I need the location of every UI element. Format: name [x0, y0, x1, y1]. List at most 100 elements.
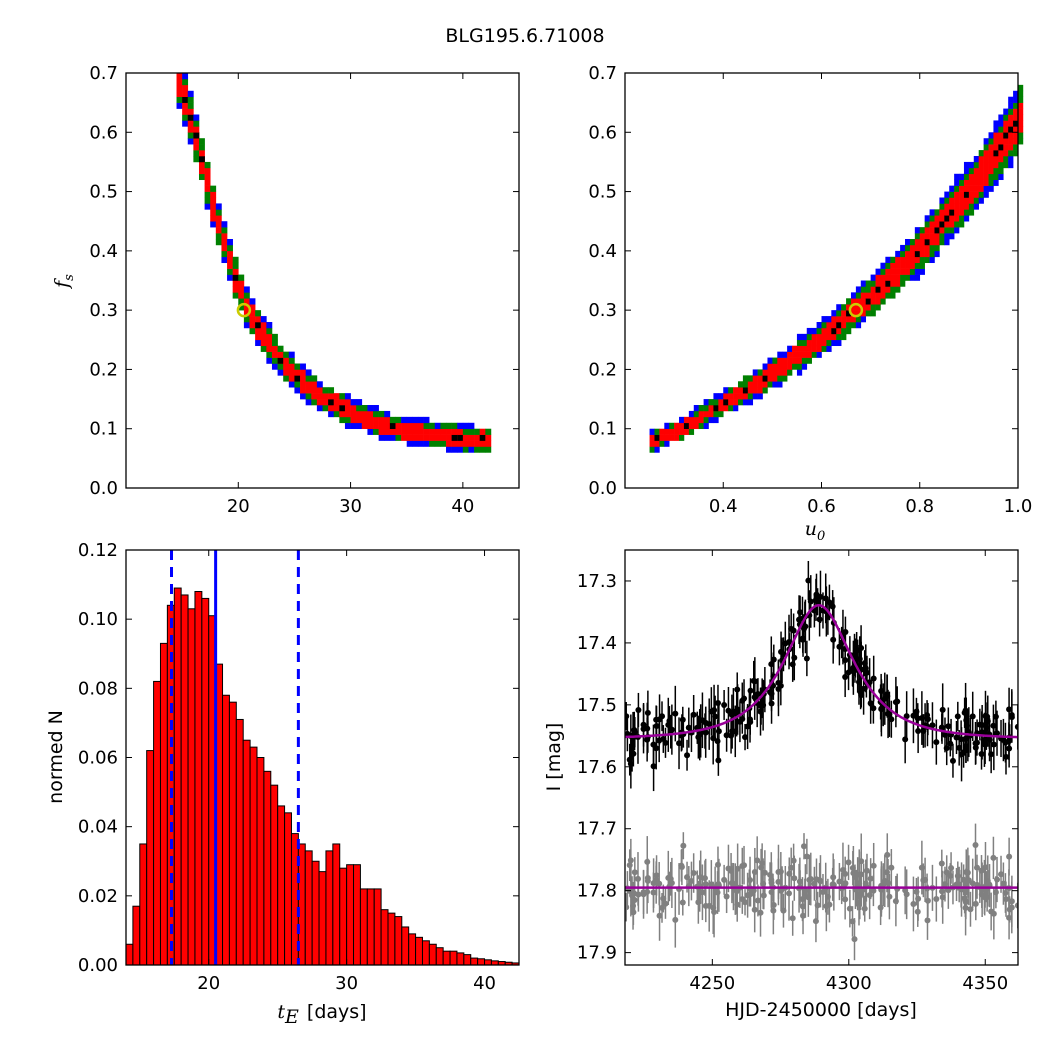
heatmap-cell: [890, 262, 896, 269]
heatmap-cell: [283, 375, 290, 382]
hist-bar: [408, 933, 417, 966]
y-tick-label: 0.2: [588, 359, 617, 380]
heatmap-cell: [277, 369, 284, 376]
data-point: [953, 734, 960, 741]
heatmap-cell: [905, 250, 911, 258]
hist-bar: [346, 864, 355, 966]
hist-bar: [380, 909, 389, 966]
heatmap-cell: [300, 387, 306, 394]
heatmap-cell: [792, 357, 798, 364]
heatmap-cell: [440, 428, 447, 435]
heatmap-cell: [850, 304, 857, 311]
y-tick-label: 17.6: [577, 757, 617, 778]
residual-point: [1003, 896, 1010, 903]
heatmap-cell: [826, 327, 832, 335]
heatmap-cell: [401, 416, 408, 424]
heatmap-cell: [339, 410, 346, 418]
heatmap-cell: [221, 221, 228, 228]
heatmap-cell: [713, 416, 719, 424]
residual-point: [653, 872, 660, 879]
y-tick-label: 0.06: [78, 748, 118, 769]
p3-ticks: 20 30 40 0.00 0.02 0.04 0.06 0.08 0.10 0.12: [78, 540, 519, 994]
heatmap-core-cell: [963, 191, 970, 198]
heatmap-cell: [232, 280, 239, 287]
heatmap-core-cell: [479, 434, 486, 441]
heatmap-cell: [238, 286, 245, 293]
heatmap-cell: [1008, 156, 1014, 163]
heatmap-cell: [929, 215, 935, 222]
residual-point: [1008, 898, 1015, 905]
heatmap-cell: [723, 387, 729, 394]
heatmap-cell: [826, 339, 832, 347]
heatmap-cell: [777, 369, 783, 376]
heatmap-cell: [434, 428, 441, 435]
data-point: [747, 718, 754, 725]
heatmap-cell: [880, 298, 886, 305]
heatmap-cell: [747, 393, 754, 400]
heatmap-cell: [993, 173, 999, 181]
heatmap-cell: [474, 428, 480, 435]
residual-point: [863, 867, 870, 874]
residual-point: [846, 905, 853, 912]
heatmap-cell: [664, 434, 670, 441]
heatmap-cell: [752, 381, 758, 388]
heatmap-cell: [182, 108, 189, 115]
heatmap-cell: [305, 393, 312, 400]
heatmap-cell: [998, 150, 1004, 157]
heatmap-core-cell: [683, 422, 690, 430]
heatmap-cell: [378, 422, 385, 430]
data-point: [676, 740, 683, 747]
panel-fs-vs-tE: 20 30 40 0.0 0.1 0.2 0.3 0.4 0.5 0.6 0.7 fs: [51, 63, 520, 517]
heatmap-cell: [796, 333, 803, 341]
heatmap-cell: [429, 434, 436, 441]
heatmap-cell: [451, 422, 458, 430]
residual-point: [990, 854, 997, 861]
heatmap-cell: [344, 422, 351, 430]
heatmap-cell: [1008, 132, 1014, 139]
heatmap-cell: [860, 310, 867, 317]
heatmap-cell: [468, 428, 475, 435]
residual-point: [630, 909, 637, 916]
heatmap-cell: [880, 274, 886, 281]
heatmap-cell: [762, 363, 768, 370]
heatmap-core-cell: [1013, 120, 1019, 127]
hist-bar: [477, 958, 486, 966]
heatmap-cell: [266, 333, 273, 341]
heatmap-cell: [412, 440, 419, 447]
heatmap-cell: [288, 357, 295, 364]
heatmap-cell: [271, 345, 278, 352]
y-tick-label: 0.4: [89, 241, 118, 262]
heatmap-cell: [860, 316, 867, 323]
heatmap-core-cell: [998, 144, 1004, 151]
hist-bar: [125, 943, 134, 966]
heatmap-cell: [654, 440, 660, 447]
heatmap-cell: [288, 369, 295, 376]
residual-point: [714, 861, 721, 868]
heatmap-cell: [792, 351, 798, 358]
heatmap-cell: [885, 268, 891, 275]
heatmap-cell: [998, 167, 1004, 175]
heatmap-cell: [322, 399, 329, 406]
data-point: [625, 713, 630, 720]
heatmap-cell: [959, 209, 965, 216]
heatmap-cell: [978, 167, 984, 175]
heatmap-cell: [850, 298, 857, 305]
heatmap-cell: [401, 422, 408, 430]
heatmap-cell: [649, 446, 655, 453]
heatmap-cell: [271, 339, 278, 347]
heatmap-cell: [924, 215, 930, 222]
heatmap-cell: [451, 446, 458, 453]
data-point: [1006, 706, 1013, 713]
hist-bar: [435, 947, 444, 966]
heatmap-cell: [255, 327, 262, 335]
residual-point: [962, 899, 969, 906]
heatmap-cell: [890, 274, 896, 281]
heatmap-cell: [243, 316, 250, 323]
heatmap-cell: [792, 345, 798, 352]
heatmap-cell: [243, 322, 250, 329]
heatmap-cell: [978, 173, 984, 181]
heatmap-cell: [294, 381, 301, 388]
heatmap-cell: [860, 298, 867, 305]
heatmap-cell: [384, 410, 391, 418]
heatmap-cell: [187, 132, 194, 139]
